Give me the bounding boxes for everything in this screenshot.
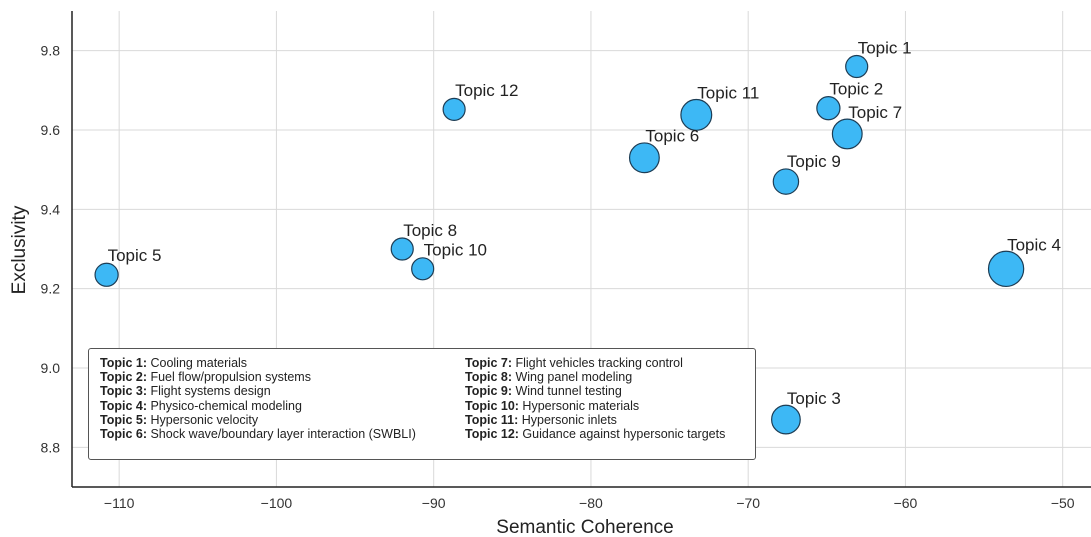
axes <box>71 11 1091 488</box>
legend-entry: Topic 8: Wing panel modeling <box>465 370 725 384</box>
point-label: Topic 6 <box>645 127 699 146</box>
y-tick-label: 9.0 <box>41 360 61 376</box>
legend-entry: Topic 7: Flight vehicles tracking contro… <box>465 356 725 370</box>
legend-entry: Topic 2: Fuel flow/propulsion systems <box>100 370 465 384</box>
x-tick-label: −80 <box>579 495 603 511</box>
legend-column-right: Topic 7: Flight vehicles tracking contro… <box>465 356 725 459</box>
x-tick-label: −110 <box>104 495 135 511</box>
point-label: Topic 12 <box>455 81 518 100</box>
y-tick-label: 9.6 <box>41 122 61 138</box>
legend-entry-text: Cooling materials <box>147 356 248 370</box>
legend-entry-text: Wing panel modeling <box>512 370 633 385</box>
legend-entry: Topic 11: Hypersonic inlets <box>465 413 725 427</box>
legend-column-left: Topic 1: Cooling materials Topic 2: Fuel … <box>100 356 465 459</box>
x-tick-label: −50 <box>1051 495 1075 511</box>
x-tick-label: −60 <box>894 495 918 511</box>
data-point <box>680 98 713 131</box>
data-point <box>845 54 869 79</box>
legend-entry-key: Topic 7: <box>465 356 512 370</box>
data-points <box>94 54 1025 435</box>
x-tick-label: −90 <box>422 495 446 511</box>
legend-entry-key: Topic 12: <box>465 427 519 442</box>
legend-entry: Topic 1: Cooling materials <box>100 356 465 370</box>
legend-entry: Topic 4: Physico-chemical modeling <box>100 399 465 413</box>
y-tick-label: 9.2 <box>41 281 61 297</box>
data-point <box>771 404 801 435</box>
data-point <box>390 237 414 261</box>
legend-entry-key: Topic 1: <box>100 356 147 370</box>
point-label: Topic 4 <box>1007 236 1061 255</box>
legend-entry-text: Flight systems design <box>147 384 271 399</box>
y-axis-title: Exclusivity <box>9 205 30 294</box>
data-point <box>987 250 1025 288</box>
legend-entry: Topic 12: Guidance against hypersonic ta… <box>465 427 725 441</box>
legend-entry-key: Topic 11: <box>465 412 519 427</box>
x-tick-label: −70 <box>736 495 760 511</box>
point-labels: Topic 1 Topic 2 Topic 3 Topic 4 Topic 5 Topic… <box>108 38 1061 408</box>
legend-entry-text: Wind tunnel testing <box>512 384 622 399</box>
data-point <box>816 96 841 121</box>
legend-entry-text: Fuel flow/propulsion systems <box>147 370 311 385</box>
point-label: Topic 9 <box>787 152 841 171</box>
point-label: Topic 8 <box>403 221 457 240</box>
tick-labels: −110 −100 −90 −80 −70 −60 −50 8.8 9.0 9.2 9.4 9.6 9.… <box>41 43 1075 511</box>
legend: Topic 1: Cooling materials Topic 2: Fuel … <box>88 348 756 460</box>
legend-entry-key: Topic 8: <box>465 370 512 385</box>
legend-entry-text: Hypersonic velocity <box>147 412 259 427</box>
y-tick-label: 9.8 <box>41 43 61 59</box>
legend-entry-key: Topic 5: <box>100 412 147 427</box>
point-label: Topic 1 <box>858 38 912 57</box>
point-label: Topic 3 <box>787 389 841 408</box>
legend-entry: Topic 6: Shock wave/boundary layer inter… <box>100 427 465 441</box>
data-point <box>772 168 800 195</box>
legend-entry-key: Topic 6: <box>100 427 147 442</box>
legend-entry: Topic 3: Flight systems design <box>100 384 465 398</box>
legend-entry: Topic 9: Wind tunnel testing <box>465 384 725 398</box>
point-label: Topic 11 <box>697 83 759 102</box>
legend-entry-text: Flight vehicles tracking control <box>512 356 683 370</box>
x-tick-label: −100 <box>261 495 293 511</box>
point-label: Topic 10 <box>424 241 487 260</box>
legend-entry-text: Guidance against hypersonic targets <box>518 427 726 442</box>
data-point <box>628 142 660 174</box>
legend-entry: Topic 10: Hypersonic materials <box>465 399 725 413</box>
legend-entry-key: Topic 10: <box>465 398 519 413</box>
point-label: Topic 5 <box>108 246 162 265</box>
data-point <box>94 262 119 287</box>
data-point <box>831 118 863 150</box>
data-point <box>411 257 435 281</box>
legend-entry-key: Topic 3: <box>100 384 147 399</box>
legend-entry-key: Topic 4: <box>100 398 147 413</box>
x-axis-title: Semantic Coherence <box>496 517 673 537</box>
legend-entry-text: Hypersonic materials <box>518 398 640 413</box>
legend-entry-text: Hypersonic inlets <box>518 412 617 427</box>
legend-entry-text: Shock wave/boundary layer interaction (S… <box>147 427 416 442</box>
legend-entry-key: Topic 2: <box>100 370 147 385</box>
legend-entry-text: Physico-chemical modeling <box>147 398 302 413</box>
point-label: Topic 7 <box>848 103 902 122</box>
y-tick-label: 8.8 <box>41 439 61 455</box>
point-label: Topic 2 <box>829 80 883 99</box>
data-point <box>442 97 466 121</box>
legend-entry-key: Topic 9: <box>465 384 512 399</box>
legend-entry: Topic 5: Hypersonic velocity <box>100 413 465 427</box>
y-tick-label: 9.4 <box>41 201 61 217</box>
